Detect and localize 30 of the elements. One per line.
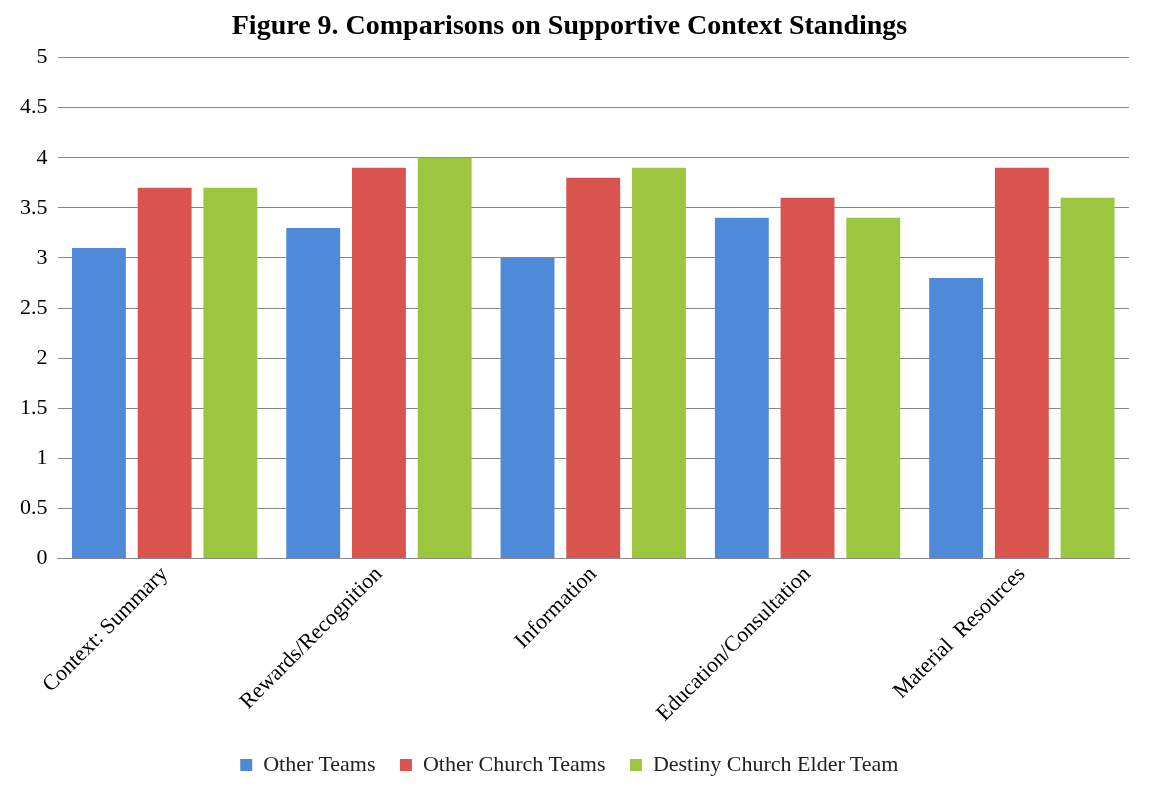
y-tick-label: 2.5 xyxy=(20,293,48,319)
bar xyxy=(352,167,406,558)
bar xyxy=(203,187,258,558)
y-tick-label: 5 xyxy=(36,43,48,69)
bar xyxy=(566,177,621,558)
bar xyxy=(417,157,472,558)
legend-label: Destiny Church Elder Team xyxy=(652,750,899,776)
bar xyxy=(71,247,126,558)
y-tick-label: 3.5 xyxy=(20,193,48,219)
y-tick-label: 2 xyxy=(36,343,48,369)
bar xyxy=(500,257,555,558)
bar xyxy=(137,187,192,558)
bar xyxy=(714,217,769,558)
bar xyxy=(632,167,686,558)
legend-label: Other Church Teams xyxy=(422,750,606,776)
y-tick-label: 0.5 xyxy=(20,494,48,520)
y-tick-label: 1.5 xyxy=(20,393,48,419)
bar xyxy=(1060,197,1115,558)
y-tick-label: 1 xyxy=(36,444,48,470)
bar xyxy=(994,167,1049,558)
chart-title: Figure 9. Comparisons on Supportive Context Standings xyxy=(231,9,908,41)
bar xyxy=(929,277,984,558)
y-tick-label: 4 xyxy=(36,143,48,169)
bar xyxy=(846,217,901,558)
bar xyxy=(780,197,835,558)
y-tick-label: 0 xyxy=(36,544,48,570)
y-tick-label: 3 xyxy=(36,243,48,269)
bar xyxy=(286,227,341,558)
y-tick-label: 4.5 xyxy=(20,93,48,119)
legend-label: Other Teams xyxy=(263,750,376,776)
